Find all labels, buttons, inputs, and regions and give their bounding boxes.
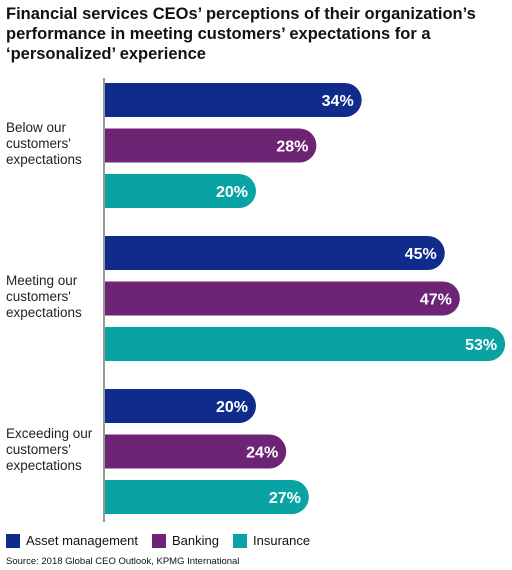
data-label-insurance-0: 20% bbox=[216, 184, 248, 201]
data-label-insurance-2: 27% bbox=[269, 490, 301, 507]
chart-title: Financial services CEOs’ perceptions of … bbox=[6, 5, 476, 63]
data-label-asset-management-1: 45% bbox=[405, 246, 437, 263]
bar-banking-0 bbox=[105, 128, 317, 163]
legend-label-asset-management: Asset management bbox=[26, 533, 139, 548]
bar-insurance-2 bbox=[105, 480, 309, 514]
data-label-asset-management-2: 20% bbox=[216, 399, 248, 416]
bar-asset-management-2 bbox=[105, 389, 256, 423]
category-label-1: Meeting our customers' expectations bbox=[6, 272, 82, 320]
legend-item-asset-management: Asset management bbox=[6, 533, 138, 548]
legend: Asset management Banking Insurance bbox=[6, 533, 324, 548]
bar-asset-management-1 bbox=[105, 236, 445, 270]
data-label-insurance-1: 53% bbox=[465, 337, 497, 354]
legend-item-banking: Banking bbox=[152, 533, 219, 548]
legend-label-banking: Banking bbox=[172, 533, 219, 548]
bar-banking-1 bbox=[105, 281, 460, 316]
data-label-banking-2: 24% bbox=[246, 445, 278, 462]
bar-insurance-1 bbox=[105, 327, 506, 361]
data-label-banking-0: 28% bbox=[276, 139, 308, 156]
source-note: Source: 2018 Global CEO Outlook, KPMG In… bbox=[6, 556, 240, 567]
category-label-2: Exceeding our customers' expectations bbox=[6, 425, 93, 473]
legend-swatch-insurance bbox=[233, 533, 247, 548]
bar-banking-2 bbox=[105, 434, 287, 469]
legend-label-insurance: Insurance bbox=[253, 533, 311, 548]
bar-asset-management-0 bbox=[105, 83, 362, 117]
legend-item-insurance: Insurance bbox=[233, 533, 310, 548]
bar-insurance-0 bbox=[105, 174, 256, 208]
legend-swatch-asset-management bbox=[6, 533, 20, 548]
data-label-asset-management-0: 34% bbox=[322, 93, 354, 110]
category-label-0: Below our customers' expectations bbox=[6, 119, 82, 167]
data-label-banking-1: 47% bbox=[420, 292, 452, 309]
legend-swatch-banking bbox=[152, 533, 167, 548]
